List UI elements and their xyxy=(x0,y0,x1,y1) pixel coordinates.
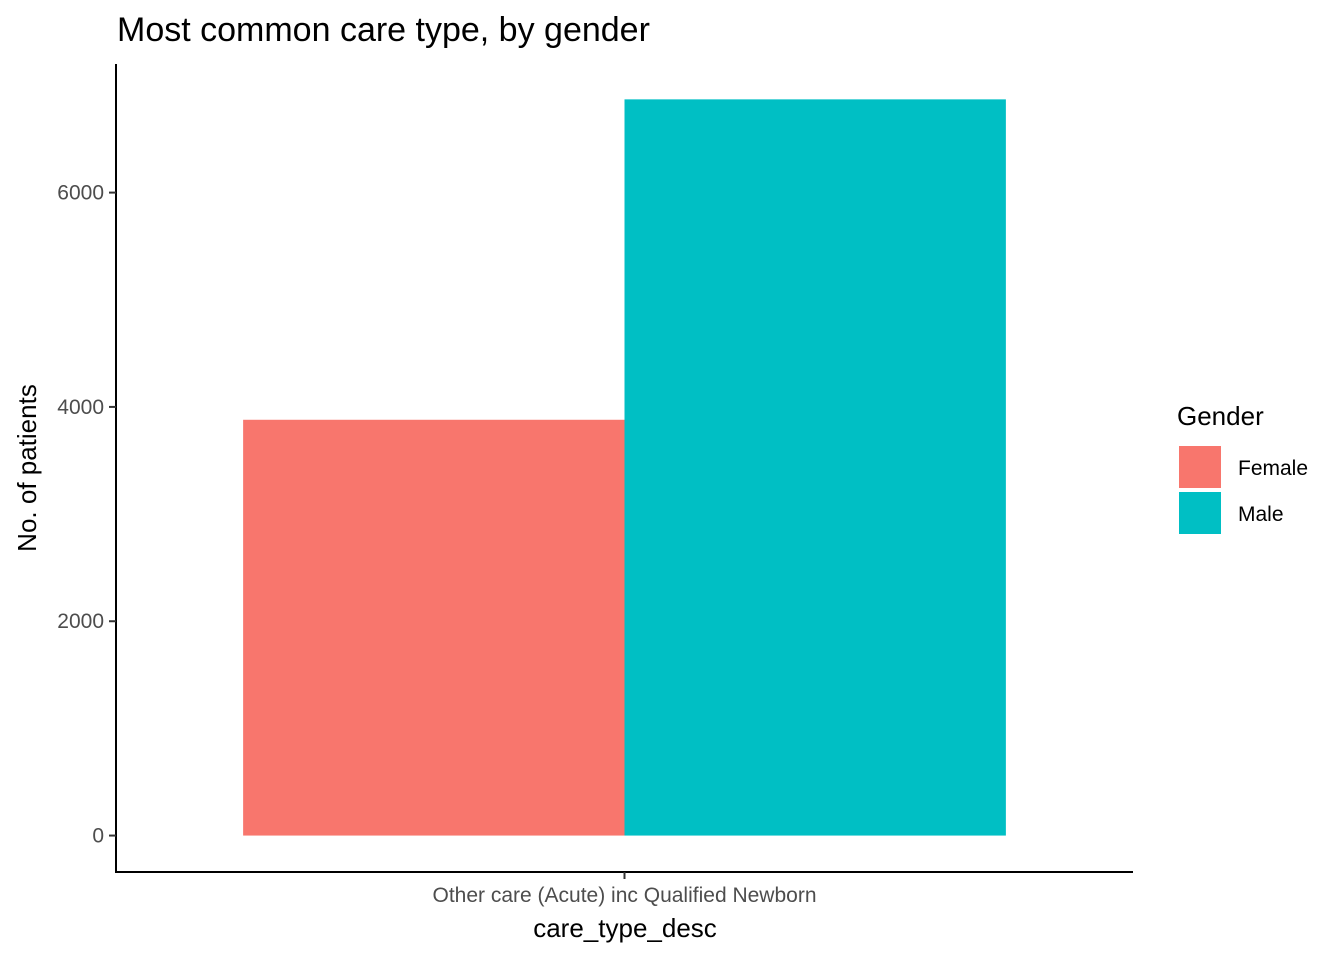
y-tick-label: 0 xyxy=(92,825,104,848)
y-axis-title: No. of patients xyxy=(12,384,42,552)
bar-female xyxy=(243,419,625,836)
x-axis-title: care_type_desc xyxy=(533,913,717,943)
legend-title: Gender xyxy=(1177,401,1264,431)
bar-male xyxy=(624,99,1006,836)
x-tick-label: Other care (Acute) inc Qualified Newborn xyxy=(433,884,817,907)
legend-label-male: Male xyxy=(1238,503,1284,526)
y-tick-label: 2000 xyxy=(57,610,104,633)
chart-title: Most common care type, by gender xyxy=(117,11,650,49)
legend-key-female xyxy=(1179,446,1221,488)
legend-key-male xyxy=(1179,492,1221,534)
y-tick-label: 6000 xyxy=(57,182,104,205)
legend: Female Male xyxy=(1179,446,1308,534)
bars-group xyxy=(243,99,1006,836)
y-tick-label: 4000 xyxy=(57,396,104,419)
x-ticks-group: Other care (Acute) inc Qualified Newborn xyxy=(433,872,817,907)
legend-label-female: Female xyxy=(1238,457,1308,480)
y-ticks-group: 0 2000 4000 6000 xyxy=(57,182,116,848)
